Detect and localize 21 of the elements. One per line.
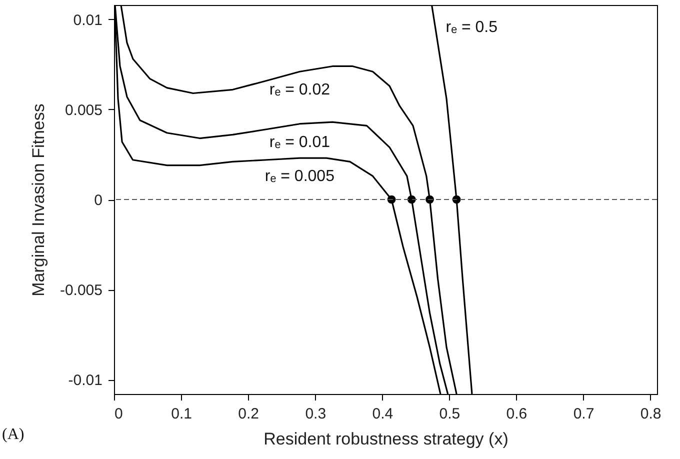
x-tick-label: 0.3 — [305, 406, 326, 422]
x-axis-title: Resident robustness strategy (x) — [264, 430, 508, 448]
x-tick-label: 0.2 — [238, 406, 260, 422]
y-tick-label: 0.005 — [64, 102, 102, 119]
y-axis-title: Marginal Invasion Fitness — [28, 104, 48, 296]
y-tick-label: -0.01 — [68, 372, 102, 390]
x-tick-label: 0 — [114, 406, 123, 422]
x-tick-label: 0.8 — [640, 406, 662, 422]
y-tick-label: 0.01 — [73, 12, 102, 29]
series-label: rₑ = 0.5 — [446, 19, 498, 36]
series-label: rₑ = 0.005 — [264, 168, 335, 186]
x-tick-label: 0.4 — [372, 406, 394, 422]
x-tick-label: 0.1 — [171, 406, 192, 422]
series-label: rₑ = 0.02 — [269, 82, 330, 99]
y-tick-label: 0 — [94, 192, 102, 209]
series-label: rₑ = 0.01 — [269, 134, 330, 151]
y-tick-label: -0.005 — [60, 282, 102, 300]
x-tick-label: 0.6 — [506, 406, 528, 422]
x-tick-label: 0.7 — [573, 406, 594, 422]
x-tick-label: 0.5 — [439, 406, 460, 422]
text: (A) — [2, 426, 24, 443]
